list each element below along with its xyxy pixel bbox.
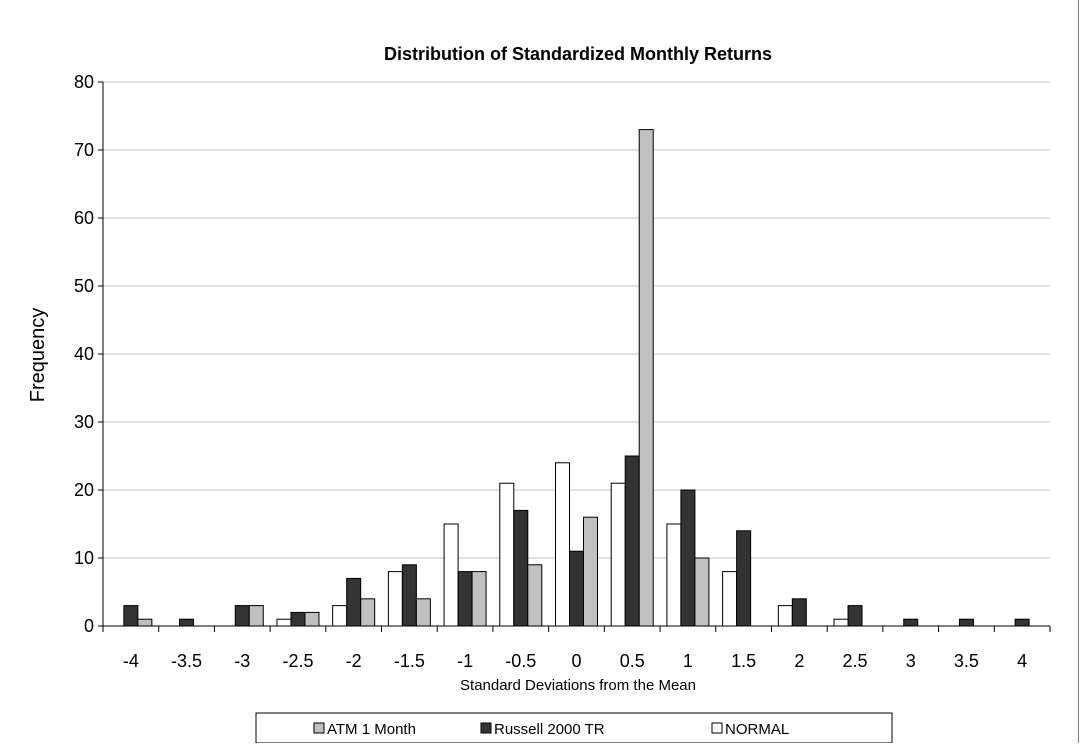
legend-label: NORMAL bbox=[725, 721, 789, 738]
bar-russell-2000-tr-4 bbox=[346, 577, 362, 627]
bar-atm-1-month-10 bbox=[694, 557, 710, 627]
bar-russell-2000-tr-7 bbox=[513, 509, 529, 627]
bar-normal-8 bbox=[555, 462, 570, 627]
bar-normal-9 bbox=[610, 482, 626, 627]
bar-russell-2000-tr-16 bbox=[1014, 618, 1030, 627]
y-axis-label: Frequency bbox=[27, 308, 49, 403]
bar-atm-1-month-3 bbox=[304, 611, 320, 627]
y-tick-label: 60 bbox=[74, 208, 94, 228]
bar-atm-1-month-4 bbox=[360, 598, 376, 627]
x-tick-labels: -4 -3.5 -3 -2.5 -2 -1.5 -1 -0.5 0 0.5 1 1.5 2 2.5 3 3.5… bbox=[123, 651, 1027, 671]
bar-normal-7 bbox=[499, 482, 515, 627]
bar-atm-1-month-5 bbox=[415, 598, 431, 627]
y-tick-label: 70 bbox=[74, 140, 94, 160]
x-tick-label: -1.5 bbox=[394, 651, 425, 671]
legend-swatch-atm-1-month bbox=[313, 722, 325, 734]
x-axis-label: Standard Deviations from the Mean bbox=[460, 677, 696, 694]
bar-russell-2000-tr-3 bbox=[290, 611, 306, 627]
bar-russell-2000-tr-10 bbox=[680, 489, 696, 627]
legend-swatch-normal bbox=[711, 722, 723, 734]
bar-russell-2000-tr-9 bbox=[624, 455, 640, 627]
bar-atm-1-month-9 bbox=[638, 129, 654, 627]
x-tick-label: -2.5 bbox=[282, 651, 313, 671]
bar-atm-1-month-8 bbox=[583, 516, 598, 627]
bar-normal-11 bbox=[722, 571, 738, 627]
bar-atm-1-month-2 bbox=[248, 605, 264, 627]
x-tick-label: 1 bbox=[683, 651, 693, 671]
x-tick-label: 0 bbox=[571, 651, 581, 671]
gridlines bbox=[103, 81, 1050, 559]
x-tick-label: 1.5 bbox=[731, 651, 756, 671]
bar-russell-2000-tr-13 bbox=[847, 605, 863, 627]
bar-normal-12 bbox=[777, 605, 793, 627]
y-tick-label: 10 bbox=[74, 548, 94, 568]
bar-russell-2000-tr-5 bbox=[401, 564, 417, 627]
x-tick-label: -1 bbox=[457, 651, 473, 671]
bar-russell-2000-tr-0 bbox=[123, 605, 139, 627]
bar-normal-13 bbox=[833, 618, 849, 627]
x-tick-label: 2.5 bbox=[843, 651, 868, 671]
bar-russell-2000-tr-12 bbox=[791, 598, 807, 627]
y-tick-label: 50 bbox=[74, 276, 94, 296]
bar-atm-1-month-6 bbox=[471, 571, 487, 627]
bar-russell-2000-tr-8 bbox=[569, 550, 584, 627]
x-tick-label: -0.5 bbox=[505, 651, 536, 671]
x-tick-label: 0.5 bbox=[620, 651, 645, 671]
bar-russell-2000-tr-15 bbox=[958, 618, 974, 627]
bar-atm-1-month-0 bbox=[137, 618, 153, 627]
bar-normal-10 bbox=[666, 523, 682, 627]
x-tick-label: 2 bbox=[794, 651, 804, 671]
x-tick-label: -2 bbox=[346, 651, 362, 671]
y-tick-label: 80 bbox=[74, 72, 94, 92]
bar-russell-2000-tr-2 bbox=[234, 605, 250, 627]
y-tick-label: 0 bbox=[84, 616, 94, 636]
bar-russell-2000-tr-6 bbox=[457, 571, 473, 627]
x-tick-label: -3.5 bbox=[171, 651, 202, 671]
bar-atm-1-month-7 bbox=[527, 564, 543, 627]
x-tick-label: 3 bbox=[906, 651, 916, 671]
legend-label: Russell 2000 TR bbox=[494, 721, 605, 738]
bar-normal-4 bbox=[332, 605, 348, 627]
x-tick-label: 4 bbox=[1017, 651, 1027, 671]
x-tick-label: -3 bbox=[234, 651, 250, 671]
legend: ATM 1 Month Russell 2000 TR NORMAL bbox=[255, 712, 893, 744]
bar-russell-2000-tr-14 bbox=[903, 618, 919, 627]
bar-normal-5 bbox=[387, 571, 403, 627]
axes bbox=[98, 81, 1051, 632]
y-tick-label: 20 bbox=[74, 480, 94, 500]
y-tick-label: 30 bbox=[74, 412, 94, 432]
y-tick-labels: 0 10 20 30 40 50 60 70 80 bbox=[74, 72, 94, 636]
bars bbox=[123, 129, 1030, 627]
bar-normal-6 bbox=[443, 523, 459, 627]
legend-swatch-russell-2000-tr bbox=[480, 722, 492, 734]
chart-title: Distribution of Standardized Monthly Ret… bbox=[384, 44, 772, 64]
x-tick-label: 3.5 bbox=[954, 651, 979, 671]
bar-normal-3 bbox=[276, 618, 292, 627]
legend-label: ATM 1 Month bbox=[327, 721, 416, 738]
bar-russell-2000-tr-1 bbox=[179, 618, 195, 627]
x-tick-label: -4 bbox=[123, 651, 139, 671]
bar-russell-2000-tr-11 bbox=[736, 530, 752, 627]
legend-box bbox=[255, 712, 893, 744]
y-tick-label: 40 bbox=[74, 344, 94, 364]
